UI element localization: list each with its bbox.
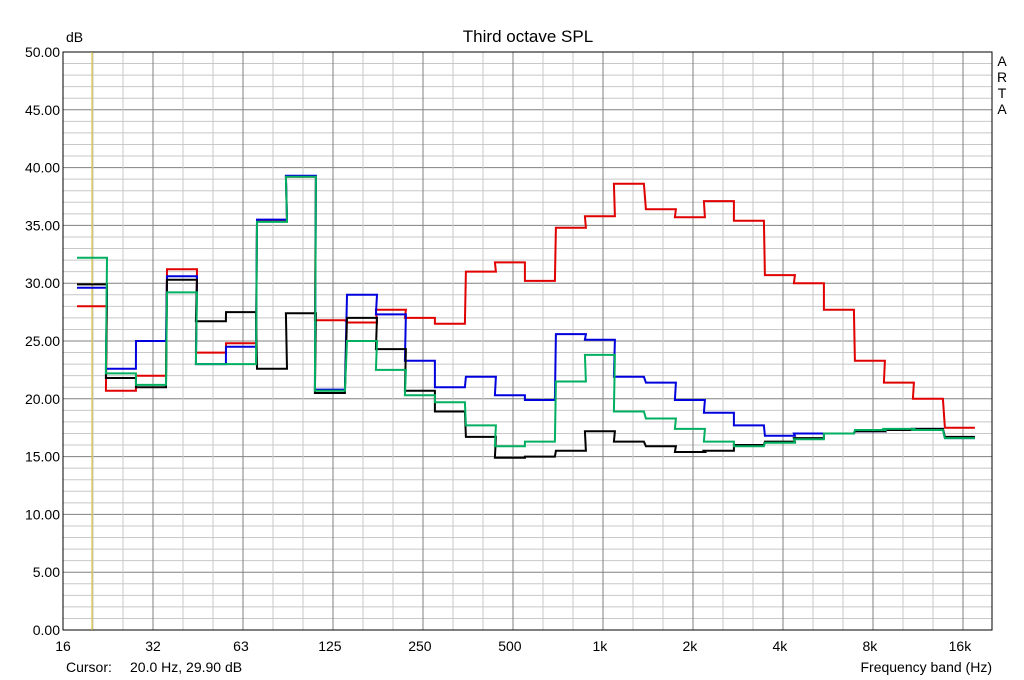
x-tick-label: 16k — [949, 638, 973, 654]
y-tick-label: 40.00 — [25, 160, 60, 176]
y-tick-label: 45.00 — [25, 102, 60, 118]
series-line-1 — [77, 175, 975, 429]
x-tick-label: 2k — [683, 638, 699, 654]
y-tick-label: 0.00 — [33, 622, 60, 638]
y-tick-label: 15.00 — [25, 449, 60, 465]
x-axis: 16 32 63 125 250 500 1k 2k 4k 8k 16k — [55, 638, 972, 654]
x-axis-title: Frequency band (Hz) — [860, 659, 992, 675]
watermark-letter: A — [997, 53, 1007, 69]
y-tick-label: 25.00 — [25, 333, 60, 349]
watermark-letter: R — [997, 69, 1007, 85]
series-group — [77, 174, 975, 459]
y-tick-label: 20.00 — [25, 391, 60, 407]
x-tick-label: 250 — [408, 638, 432, 654]
x-tick-label: 63 — [233, 638, 249, 654]
y-tick-label: 10.00 — [25, 506, 60, 522]
y-tick-label: 50.00 — [25, 44, 60, 60]
watermark-letter: T — [998, 85, 1007, 101]
x-tick-label: 4k — [773, 638, 789, 654]
y-tick-label: 30.00 — [25, 275, 60, 291]
grid — [63, 52, 992, 630]
series-line-4 — [77, 175, 975, 448]
x-tick-label: 1k — [593, 638, 609, 654]
x-tick-label: 16 — [55, 638, 71, 654]
x-tick-label: 125 — [318, 638, 342, 654]
x-tick-label: 500 — [498, 638, 522, 654]
y-tick-label: 35.00 — [25, 217, 60, 233]
cursor-label: Cursor: — [66, 659, 112, 675]
chart-title: Third octave SPL — [463, 27, 593, 46]
plot-frame — [62, 51, 993, 631]
y-tick-label: 5.00 — [33, 564, 60, 580]
watermark-letter: A — [997, 101, 1007, 117]
y-axis: 0.00 5.00 10.00 15.00 20.00 25.00 30.00 35.00 40… — [25, 44, 60, 638]
x-tick-label: 8k — [863, 638, 879, 654]
y-unit-label: dB — [66, 29, 83, 45]
x-tick-label: 32 — [145, 638, 161, 654]
series-line-2 — [77, 174, 975, 440]
cursor-readout: 20.0 Hz, 29.90 dB — [130, 659, 242, 675]
